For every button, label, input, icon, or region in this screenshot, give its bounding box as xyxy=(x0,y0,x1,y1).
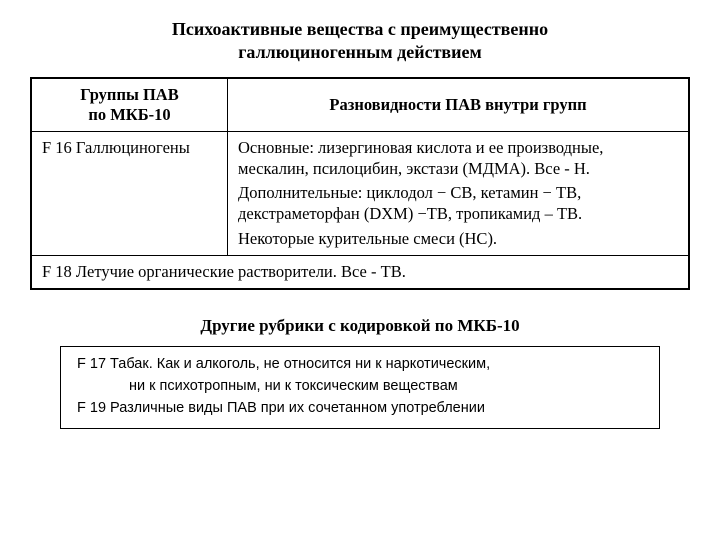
subtitle-other-rubrics: Другие рубрики с кодировкой по МКБ-10 xyxy=(30,316,690,336)
title-line-1: Психоактивные вещества с преимущественно xyxy=(172,19,548,39)
header-col1-line2: по МКБ-10 xyxy=(88,105,170,124)
table-header-row: Группы ПАВ по МКБ-10 Разновидности ПАВ в… xyxy=(31,78,689,132)
title-line-2: галлюциногенным действием xyxy=(238,42,482,62)
substances-table: Группы ПАВ по МКБ-10 Разновидности ПАВ в… xyxy=(30,77,690,290)
f16-para-additional: Дополнительные: циклодол − СВ, кетамин −… xyxy=(238,183,678,224)
cell-f16-varieties: Основные: лизергиновая кислота и ее прои… xyxy=(228,132,690,256)
main-title: Психоактивные вещества с преимущественно… xyxy=(30,18,690,63)
f16-para-main: Основные: лизергиновая кислота и ее прои… xyxy=(238,138,678,179)
f16-para-smoking: Некоторые курительные смеси (НС). xyxy=(238,229,678,250)
table-row: F 16 Галлюциногены Основные: лизергинова… xyxy=(31,132,689,256)
table-row: F 18 Летучие органические растворители. … xyxy=(31,256,689,290)
other-rubrics-box: F 17 Табак. Как и алкоголь, не относится… xyxy=(60,346,660,429)
cell-f16-group: F 16 Галлюциногены xyxy=(31,132,228,256)
cell-f18: F 18 Летучие органические растворители. … xyxy=(31,256,689,290)
page: Психоактивные вещества с преимущественно… xyxy=(0,0,720,429)
header-col1-line1: Группы ПАВ xyxy=(80,85,178,104)
box-line-f17b: ни к психотропным, ни к токсическим веще… xyxy=(77,377,643,396)
header-varieties: Разновидности ПАВ внутри групп xyxy=(228,78,690,132)
box-line-f19: F 19 Различные виды ПАВ при их сочетанно… xyxy=(77,399,643,418)
box-line-f17a: F 17 Табак. Как и алкоголь, не относится… xyxy=(77,355,643,374)
header-groups: Группы ПАВ по МКБ-10 xyxy=(31,78,228,132)
